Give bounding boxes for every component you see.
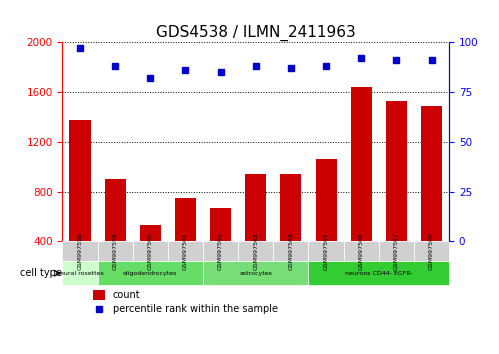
Text: GSM997561: GSM997561	[183, 233, 188, 270]
Text: percentile rank within the sample: percentile rank within the sample	[113, 304, 277, 314]
Text: GSM997567: GSM997567	[394, 232, 399, 270]
Bar	[315, 159, 337, 291]
FancyBboxPatch shape	[168, 241, 203, 261]
Bar	[93, 290, 105, 300]
Text: GSM997562: GSM997562	[218, 232, 223, 270]
Text: GSM997558: GSM997558	[77, 233, 82, 270]
Bar	[140, 225, 161, 291]
Title: GDS4538 / ILMN_2411963: GDS4538 / ILMN_2411963	[156, 25, 356, 41]
Text: neural rosettes: neural rosettes	[56, 271, 104, 276]
Text: cell type: cell type	[20, 268, 62, 278]
Text: GSM997563: GSM997563	[253, 232, 258, 270]
Bar	[175, 198, 196, 291]
Text: count: count	[113, 290, 140, 300]
Text: oligodendrocytes: oligodendrocytes	[123, 271, 178, 276]
FancyBboxPatch shape	[133, 241, 168, 261]
Bar	[105, 179, 126, 291]
Bar	[386, 101, 407, 291]
FancyBboxPatch shape	[238, 241, 273, 261]
Text: GSM997566: GSM997566	[359, 233, 364, 270]
Text: GSM997568: GSM997568	[429, 233, 434, 270]
Bar	[280, 174, 301, 291]
FancyBboxPatch shape	[97, 261, 203, 285]
Text: neurons CD44- EGFR-: neurons CD44- EGFR-	[345, 271, 413, 276]
FancyBboxPatch shape	[203, 241, 238, 261]
FancyBboxPatch shape	[97, 241, 133, 261]
Text: GSM997559: GSM997559	[113, 232, 118, 270]
Text: GSM997560: GSM997560	[148, 233, 153, 270]
FancyBboxPatch shape	[308, 241, 344, 261]
FancyBboxPatch shape	[414, 241, 449, 261]
FancyBboxPatch shape	[62, 261, 97, 285]
FancyBboxPatch shape	[273, 241, 308, 261]
Bar	[210, 208, 231, 291]
Bar	[421, 106, 442, 291]
FancyBboxPatch shape	[344, 241, 379, 261]
Bar	[351, 87, 372, 291]
Text: astrocytes: astrocytes	[240, 271, 272, 276]
Text: GSM997565: GSM997565	[323, 233, 328, 270]
FancyBboxPatch shape	[203, 261, 308, 285]
Text: GSM997564: GSM997564	[288, 232, 293, 270]
FancyBboxPatch shape	[379, 241, 414, 261]
FancyBboxPatch shape	[62, 241, 97, 261]
FancyBboxPatch shape	[308, 261, 449, 285]
Bar	[69, 120, 90, 291]
Bar	[245, 174, 266, 291]
